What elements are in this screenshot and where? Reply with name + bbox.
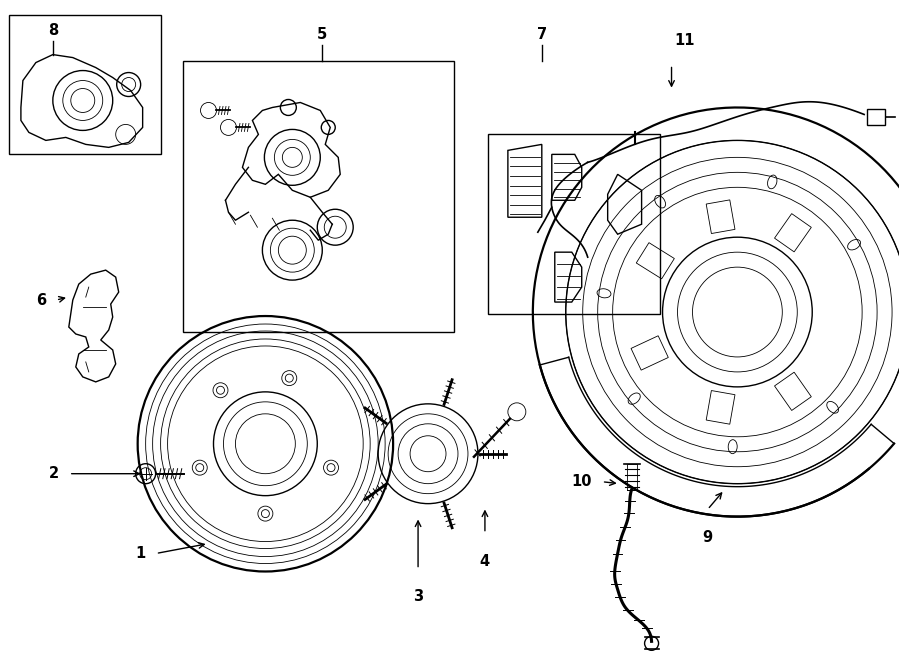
Text: 4: 4 xyxy=(480,553,490,569)
Text: 10: 10 xyxy=(572,474,591,489)
Text: 5: 5 xyxy=(317,27,328,42)
Bar xyxy=(626,463,636,490)
Text: 2: 2 xyxy=(49,466,58,481)
Text: 9: 9 xyxy=(702,530,713,545)
Text: 11: 11 xyxy=(674,33,695,48)
Text: 3: 3 xyxy=(413,589,423,604)
Text: 8: 8 xyxy=(48,23,58,38)
Text: 1: 1 xyxy=(135,546,146,561)
Bar xyxy=(867,109,885,125)
Bar xyxy=(488,134,660,314)
Bar xyxy=(183,60,454,332)
Bar xyxy=(9,15,160,154)
Text: 7: 7 xyxy=(536,27,547,42)
Text: 6: 6 xyxy=(36,293,46,308)
